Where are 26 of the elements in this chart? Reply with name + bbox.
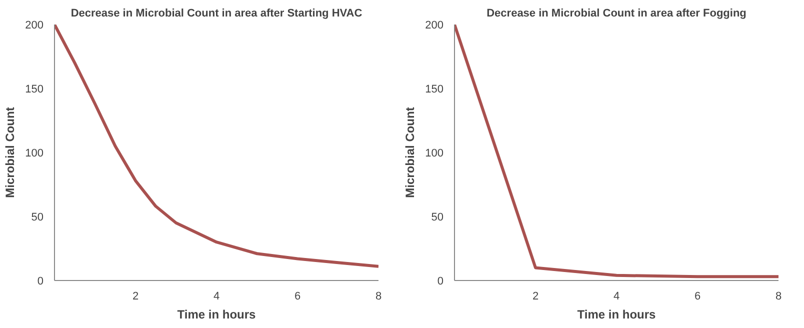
y-tick-label: 50 <box>31 212 44 224</box>
y-tick-label: 200 <box>425 20 444 32</box>
y-tick-label: 0 <box>437 276 444 288</box>
chart-title: Decrease in Microbial Count in area after Fogging <box>486 8 746 20</box>
line-series <box>54 24 378 268</box>
x-tick-label: 8 <box>775 290 782 302</box>
x-tick-label: 8 <box>375 290 382 302</box>
x-axis-title: Time in hours <box>177 308 256 322</box>
x-tick-label: 4 <box>213 290 220 302</box>
x-tick-label: 6 <box>294 290 301 302</box>
y-tick-label: 0 <box>37 276 44 288</box>
x-tick-label: 2 <box>132 290 139 302</box>
y-axis-title: Microbial Count <box>3 107 18 198</box>
y-tick-label: 100 <box>425 148 444 160</box>
x-tick-label: 2 <box>532 290 539 302</box>
x-tick-label: 6 <box>694 290 701 302</box>
y-tick-label: 100 <box>25 148 44 160</box>
y-tick-label: 200 <box>25 20 44 32</box>
x-axis-title: Time in hours <box>577 308 656 322</box>
y-tick-label: 150 <box>425 84 444 96</box>
y-tick-label: 50 <box>431 212 444 224</box>
line-series <box>454 24 778 278</box>
y-tick-label: 150 <box>25 84 44 96</box>
y-axis-title: Microbial Count <box>403 107 418 198</box>
x-tick-label: 4 <box>613 290 620 302</box>
chart-title: Decrease in Microbial Count in area after Starting HVAC <box>70 8 362 20</box>
